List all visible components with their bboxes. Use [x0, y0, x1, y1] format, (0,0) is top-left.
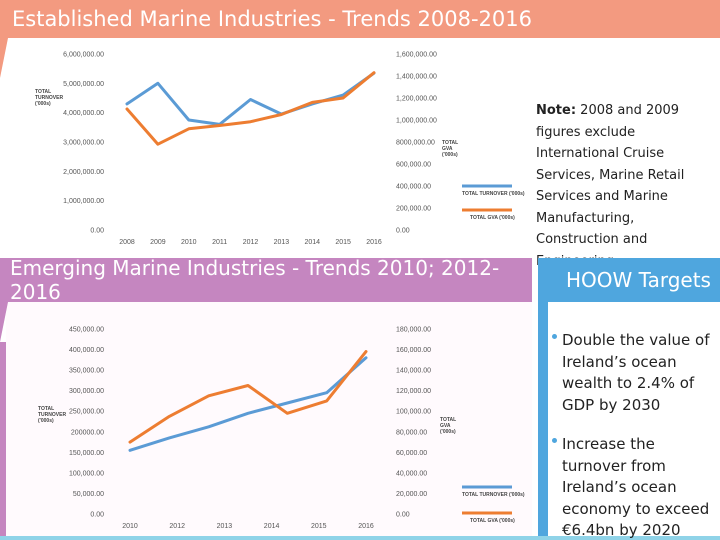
- x-tick-label: 2012: [169, 523, 185, 530]
- y-right-tick-label: 1,200,000.00: [396, 96, 437, 103]
- target-text-2: Increase the turnover from Ireland’s oce…: [562, 435, 710, 539]
- targets-header: HOOW Targets: [538, 258, 720, 302]
- bullet-icon: [552, 334, 557, 339]
- x-tick-label: 2015: [335, 239, 351, 246]
- gva-series-line: [128, 350, 368, 444]
- y-right-tick-label: 60,000.00: [396, 450, 427, 457]
- y-left-tick-label: 150,000.00: [69, 450, 104, 457]
- x-tick-label: 2014: [304, 239, 320, 246]
- note-text: Note: 2008 and 2009 figures exclude Inte…: [536, 100, 720, 272]
- note-label: Note:: [536, 103, 577, 118]
- x-tick-label: 2011: [212, 239, 227, 246]
- accent-strip-right: [538, 302, 548, 540]
- x-tick-label: 2015: [311, 523, 327, 530]
- targets-panel: [548, 302, 720, 540]
- y-right-tick-label: 180,000.00: [396, 327, 431, 334]
- y-left-axis-label: TURNOVER: [38, 412, 66, 418]
- y-left-tick-label: 1,000,000.00: [63, 198, 104, 205]
- y-left-tick-label: 350,000.00: [69, 368, 104, 375]
- legend-label-turnover: TOTAL TURNOVER ('000s): [462, 191, 525, 197]
- y-right-axis-label: GVA: [440, 423, 451, 429]
- gva-series-line: [125, 71, 376, 146]
- y-right-tick-label: 400,000.00: [396, 184, 431, 191]
- x-tick-label: 2009: [150, 239, 166, 246]
- y-left-tick-label: 0.00: [90, 228, 104, 235]
- y-right-tick-label: 40,000.00: [396, 470, 427, 477]
- target-item-1: Double the value of Ireland’s ocean weal…: [552, 330, 720, 416]
- established-title: Established Marine Industries - Trends 2…: [12, 7, 532, 31]
- y-left-axis-label: TURNOVER: [35, 95, 63, 101]
- x-tick-label: 2010: [181, 239, 197, 246]
- target-item-2: Increase the turnover from Ireland’s oce…: [552, 434, 720, 540]
- emerging-title: Emerging Marine Industries - Trends 2010…: [10, 256, 500, 304]
- legend-label-turnover: TOTAL TURNOVER ('000s): [462, 492, 525, 498]
- y-right-tick-label: 100,000.00: [396, 409, 431, 416]
- note-body: 2008 and 2009 figures exclude Internatio…: [536, 103, 685, 269]
- accent-triangle-top: [0, 38, 8, 78]
- y-left-tick-label: 5,000,000.00: [63, 81, 104, 88]
- x-tick-label: 2010: [122, 523, 138, 530]
- y-left-tick-label: 2,000,000.00: [63, 169, 104, 176]
- y-left-axis-label: TOTAL: [38, 406, 54, 412]
- x-tick-label: 2014: [264, 523, 280, 530]
- y-right-tick-label: 1,600,000.00: [396, 52, 437, 59]
- y-right-tick-label: 20,000.00: [396, 491, 427, 498]
- y-left-tick-label: 4,000,000.00: [63, 110, 104, 117]
- emerging-header: Emerging Marine Industries - Trends 2010…: [0, 256, 532, 304]
- y-left-axis-label: ('000s): [35, 101, 51, 107]
- established-chart: 6,000,000.00 5,000,000.00 4,000,000.00 3,00…: [35, 52, 525, 247]
- y-right-tick-label: 140,000.00: [396, 368, 431, 375]
- bottom-band: [0, 536, 720, 540]
- y-left-axis-label: TOTAL: [35, 89, 51, 95]
- y-right-tick-label: 0.00: [396, 228, 410, 235]
- turnover-series-line: [128, 356, 368, 452]
- y-right-axis-label: GVA: [442, 146, 453, 152]
- emerging-chart: 450,000.00 400,000.00 350,000.00 300,000.00…: [38, 327, 525, 531]
- y-left-tick-label: 100,000.00: [69, 470, 104, 477]
- y-right-tick-label: 8000,000.00: [396, 140, 435, 147]
- y-left-tick-label: 50,000.00: [73, 491, 104, 498]
- y-right-tick-label: 1,000,000.00: [396, 118, 437, 125]
- accent-strip-left: [0, 342, 6, 540]
- y-left-tick-label: 200000.00: [71, 429, 104, 436]
- y-right-axis-label: ('000s): [440, 429, 456, 435]
- y-right-tick-label: 120,000.00: [396, 388, 431, 395]
- y-right-axis-label: ('000s): [442, 152, 458, 158]
- emerging-panel: [6, 302, 532, 536]
- y-right-tick-label: 80,000.00: [396, 429, 427, 436]
- established-header: Established Marine Industries - Trends 2…: [0, 0, 720, 38]
- y-right-axis-label: TOTAL: [440, 417, 456, 423]
- y-left-axis-label: ('000s): [38, 418, 54, 424]
- x-tick-label: 2008: [119, 239, 135, 246]
- y-left-tick-label: 250,000.00: [69, 409, 104, 416]
- x-tick-label: 2012: [243, 239, 259, 246]
- legend-label-gva: TOTAL GVA ('000s): [470, 215, 515, 221]
- x-tick-label: 2016: [366, 239, 382, 246]
- y-right-tick-label: 200,000.00: [396, 206, 431, 213]
- y-left-tick-label: 3,000,000.00: [63, 140, 104, 147]
- y-left-tick-label: 6,000,000.00: [63, 52, 104, 59]
- y-right-tick-label: 0.00: [396, 512, 410, 519]
- y-right-axis-label: TOTAL: [442, 140, 458, 146]
- y-right-tick-label: 600,000.00: [396, 162, 431, 169]
- x-tick-label: 2016: [358, 523, 374, 530]
- x-tick-label: 2013: [217, 523, 233, 530]
- x-tick-label: 2013: [274, 239, 290, 246]
- targets-title: HOOW Targets: [566, 268, 711, 292]
- y-left-tick-label: 300,000.00: [69, 388, 104, 395]
- legend-label-gva: TOTAL GVA ('000s): [470, 518, 515, 524]
- y-left-tick-label: 450,000.00: [69, 327, 104, 334]
- y-left-tick-label: 0.00: [90, 512, 104, 519]
- y-right-tick-label: 1,400,000.00: [396, 74, 437, 81]
- bullet-icon: [552, 438, 557, 443]
- y-right-tick-label: 160,000.00: [396, 347, 431, 354]
- target-text-1: Double the value of Ireland’s ocean weal…: [562, 331, 710, 414]
- y-left-tick-label: 400,000.00: [69, 347, 104, 354]
- accent-triangle-mid: [0, 302, 8, 342]
